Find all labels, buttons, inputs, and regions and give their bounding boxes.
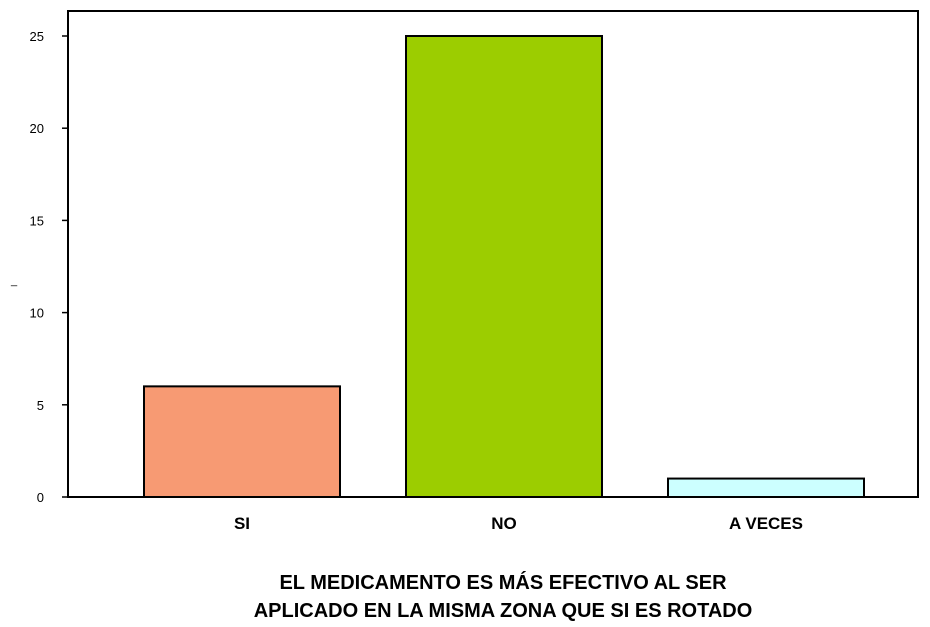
y-tick-label: 25 xyxy=(30,29,44,44)
bar-si xyxy=(143,385,341,498)
y-tick-label: 10 xyxy=(30,306,44,321)
y-tick-label: 15 xyxy=(30,213,44,228)
x-category-label: SI xyxy=(234,514,250,533)
y-tick-label: 20 xyxy=(30,121,44,136)
bars-group xyxy=(143,35,865,498)
bar-no xyxy=(405,35,603,498)
y-axis-ticks: 0 5 10 15 20 25 xyxy=(30,29,68,505)
chart-caption-line-2: APLICADO EN LA MISMA ZONA QUE SI ES ROTA… xyxy=(254,600,753,622)
y-tick-label: 0 xyxy=(37,490,44,505)
x-category-label: NO xyxy=(491,514,517,533)
y-tick-label: 5 xyxy=(37,398,44,413)
bar-a-veces xyxy=(667,477,865,498)
x-axis-labels: SI NO A VECES xyxy=(234,514,803,533)
chart-caption-line-1: EL MEDICAMENTO ES MÁS EFECTIVO AL SER xyxy=(279,571,727,594)
y-axis-label: _ xyxy=(10,275,18,287)
x-category-label: A VECES xyxy=(729,514,803,533)
